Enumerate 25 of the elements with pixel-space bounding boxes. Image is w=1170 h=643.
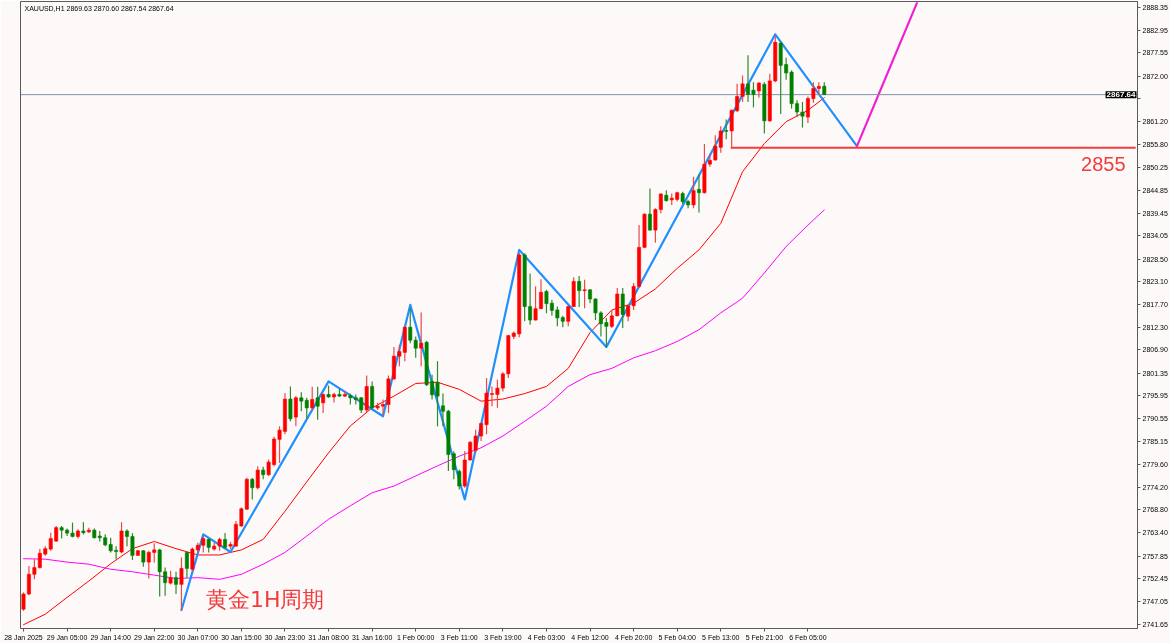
candlestick <box>419 311 424 367</box>
candlestick <box>620 287 625 329</box>
candlestick <box>255 465 260 490</box>
candlestick <box>315 386 320 421</box>
candlestick <box>293 395 298 427</box>
candlestick <box>582 279 587 309</box>
candlestick <box>724 118 729 140</box>
candlestick <box>364 374 369 413</box>
candlestick <box>691 176 696 209</box>
candlestick <box>119 521 124 554</box>
candlestick <box>184 551 189 579</box>
candlestick <box>179 556 184 612</box>
candlestick <box>697 173 701 214</box>
candlestick <box>174 571 178 595</box>
candlestick <box>648 187 652 232</box>
line-series <box>180 33 859 612</box>
annotation: 2855 <box>1081 152 1126 175</box>
candlestick <box>250 477 255 501</box>
candlestick <box>288 385 293 422</box>
annotation: 黄金1H周期 <box>205 587 325 613</box>
candlestick <box>370 380 375 411</box>
candlestick <box>577 275 582 308</box>
candlestick <box>457 469 462 490</box>
candlestick <box>310 386 315 411</box>
ref-line-label: 2867.64 <box>1106 90 1137 100</box>
